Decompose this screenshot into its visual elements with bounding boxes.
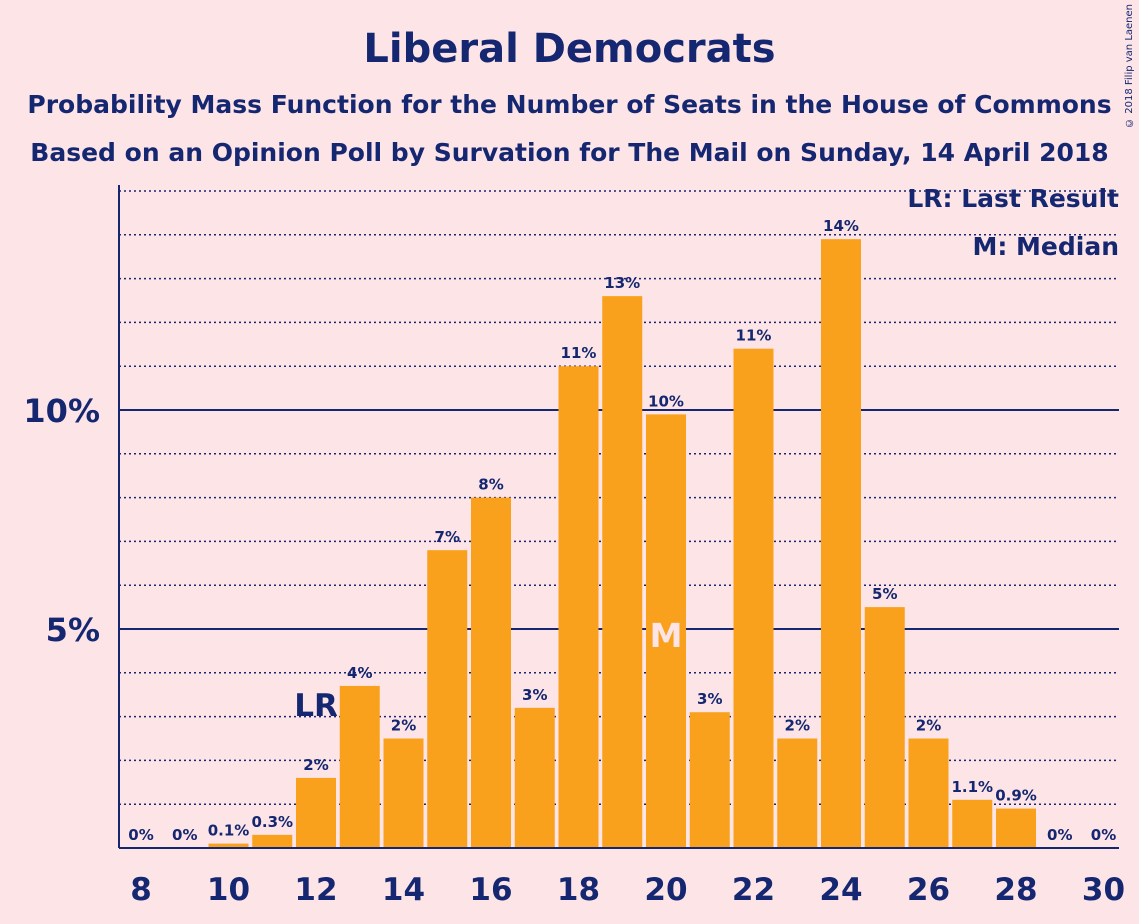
- chart-subtitle-source: Based on an Opinion Poll by Survation fo…: [30, 138, 1109, 167]
- bar-value-label: 5%: [872, 585, 897, 603]
- y-tick-label: 5%: [46, 611, 100, 649]
- bar-seats-23: [777, 738, 818, 848]
- x-tick-label: 8: [130, 872, 152, 908]
- bar-value-label: 1.1%: [951, 778, 993, 796]
- x-tick-label: 16: [469, 872, 512, 908]
- x-tick-label: 24: [819, 872, 862, 908]
- bar-value-label: 7%: [435, 528, 460, 546]
- legend-median: M: Median: [972, 232, 1119, 261]
- x-tick-label: 26: [907, 872, 950, 908]
- bar-value-label: 4%: [347, 664, 372, 682]
- bar-seats-10: [208, 843, 249, 848]
- bar-value-label: 0.1%: [208, 822, 250, 840]
- bar-value-label: 10%: [648, 392, 684, 410]
- bar-value-label: 0%: [1091, 826, 1116, 844]
- x-tick-label: 10: [207, 872, 250, 908]
- bar-seats-14: [383, 738, 424, 848]
- bar-value-label: 13%: [604, 274, 640, 292]
- bar-seats-13: [339, 685, 380, 848]
- bar-value-label: 11%: [561, 344, 597, 362]
- x-tick-label: 22: [732, 872, 775, 908]
- bar-seats-16: [471, 497, 511, 848]
- markers: LR M: [294, 616, 682, 724]
- bar-value-label: 3%: [522, 686, 547, 704]
- bar-value-label: 2%: [391, 717, 416, 735]
- bar-value-label: 2%: [785, 717, 810, 735]
- bar-seats-11: [252, 834, 293, 848]
- bar-value-label: 2%: [916, 717, 941, 735]
- bar-seats-28: [996, 808, 1036, 848]
- chart-title: Liberal Democrats: [363, 26, 776, 72]
- chart-subtitle: Probability Mass Function for the Number…: [27, 90, 1112, 119]
- bar-value-label: 0.3%: [251, 813, 293, 831]
- bar-seats-17: [514, 707, 555, 848]
- bar-value-label: 14%: [823, 217, 859, 235]
- bar-value-label: 11%: [736, 327, 772, 345]
- bar-value-label: 0.9%: [995, 787, 1037, 805]
- x-tick-label: 18: [557, 872, 600, 908]
- bar-value-label: 0%: [1047, 826, 1072, 844]
- bar-seats-27: [952, 799, 993, 848]
- bar-seats-26: [908, 738, 949, 848]
- bar-value-label: 2%: [303, 756, 328, 774]
- bar-value-label: 0%: [128, 826, 153, 844]
- bar-value-labels: 0% 0% 0.1% 0.3% 2% 4% 2% 7% 8% 3% 11% 13% 10% 3% 11% 2%…: [128, 217, 1116, 844]
- axes: [118, 185, 1119, 849]
- bar-seats-25: [864, 607, 905, 848]
- bar-value-label: 3%: [697, 690, 722, 708]
- bar-seats-19: [602, 296, 643, 848]
- last-result-marker: LR: [294, 688, 338, 724]
- bar-seats-21: [689, 712, 730, 848]
- x-tick-label: 12: [294, 872, 337, 908]
- bar-seats-22: [733, 348, 774, 848]
- y-tick-label: 10%: [23, 392, 100, 430]
- x-tick-label: 14: [382, 872, 425, 908]
- legend-last-result: LR: Last Result: [907, 184, 1119, 213]
- bar-value-label: 8%: [478, 476, 503, 494]
- bar-value-label: 0%: [172, 826, 197, 844]
- bar-seats-18: [558, 366, 599, 848]
- bar-seats-24: [821, 239, 861, 848]
- x-tick-label: 20: [644, 872, 687, 908]
- bars: [208, 239, 1036, 848]
- bar-seats-12: [296, 777, 336, 848]
- axis-tick-labels: 8 10 12 14 16 18 20 22 24 26 28 30 5% 10%: [23, 392, 1125, 908]
- bar-seats-20: [646, 414, 686, 848]
- median-marker: M: [650, 616, 683, 655]
- x-tick-label: 28: [994, 872, 1037, 908]
- x-tick-label: 30: [1082, 872, 1125, 908]
- bar-seats-15: [427, 550, 468, 848]
